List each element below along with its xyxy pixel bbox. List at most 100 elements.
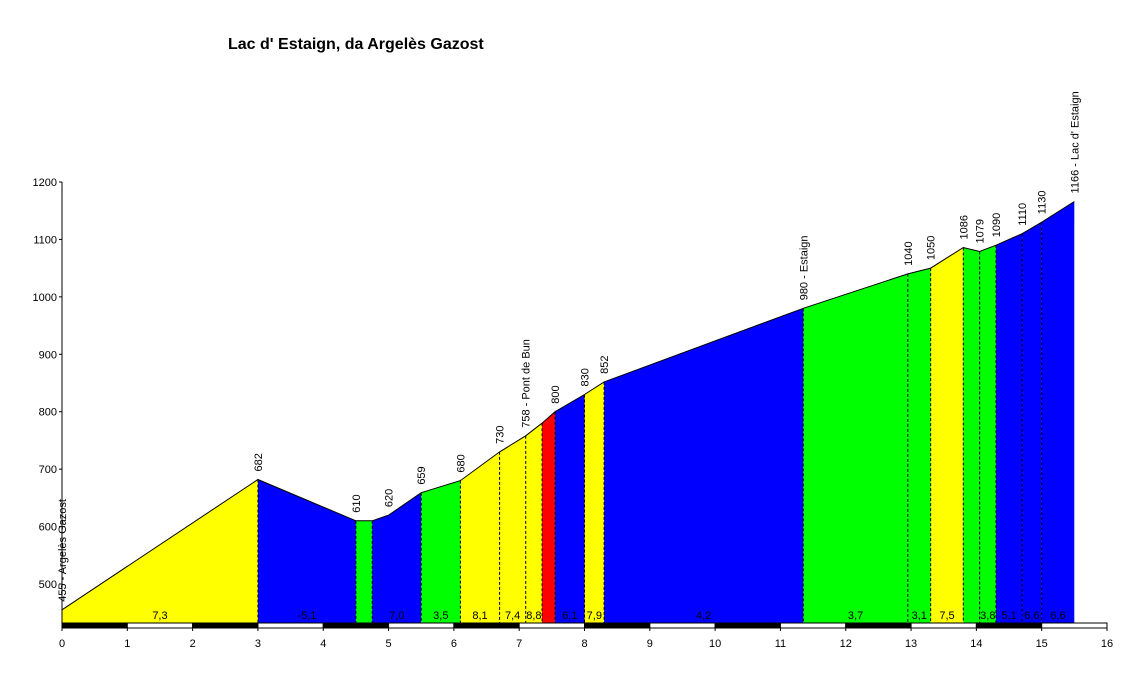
x-distance-block [910,622,977,629]
x-tick-label: 2 [190,638,196,650]
gradient-label: 8,8 [526,610,541,622]
gradient-label: 5,1 [1001,610,1016,622]
x-distance-block [257,622,324,629]
point-label: 1079 [975,219,987,243]
segment-area [460,451,500,623]
y-tick-label: 1200 [33,177,57,189]
segment-area [930,247,964,623]
x-tick-label: 12 [840,638,852,650]
x-tick-label: 0 [59,638,65,650]
segment-area [542,411,556,623]
point-labels: 455 - Argelès Gazost 682 610 620 659 680 730 75… [57,91,1081,602]
segment-area [499,435,526,623]
x-tick-label: 1 [124,638,130,650]
y-tick-label: 1100 [33,234,57,246]
x-distance-block [61,622,128,629]
gradient-labels: 7,3 -5,1 7,0 3,5 8,1 7,4 8,8 6,1 7,9 4,2 3,7 3,1 7,5… [152,610,1065,622]
x-distance-block [126,622,194,629]
y-tick-label: 900 [39,349,57,361]
segment-area [555,394,585,623]
gradient-label: 3,1 [912,610,927,622]
gradient-label: 6,6 [1050,610,1065,622]
point-label: 1090 [991,213,1003,237]
gradient-label: 8,1 [472,610,487,622]
point-label: 1086 [958,215,970,239]
segment-area [584,381,605,623]
segment-area [963,247,980,623]
gradient-label: 7,5 [939,610,954,622]
point-label: 620 [384,489,396,507]
x-distance-block [649,622,716,629]
x-distance-block [714,622,781,629]
x-distance-block [1041,622,1108,629]
point-label: 659 [416,466,428,484]
x-distance-block [779,622,847,629]
gradient-label: 7,9 [587,610,602,622]
point-label: 1050 [926,236,938,260]
point-label: 852 [599,356,611,374]
segment-fills [62,201,1075,623]
segment-area [355,520,373,623]
y-tick-label: 1000 [33,292,57,304]
x-distance-block [845,622,912,629]
segment-area [1041,201,1075,623]
x-tick-label: 5 [386,638,392,650]
segment-area [1022,222,1042,623]
x-tick-label: 13 [905,638,917,650]
gradient-label: 7,4 [505,610,520,622]
segment-area [421,480,461,623]
x-tick-label: 4 [320,638,326,650]
segment-dividers [257,222,1043,623]
segment-area [803,273,908,623]
x-distance-block [192,622,259,629]
x-tick-label: 11 [775,638,786,650]
x-tick-label: 16 [1101,638,1113,650]
x-distance-block [584,622,651,629]
x-tick-label: 3 [255,638,261,650]
segment-area [372,492,422,623]
point-label: 455 - Argelès Gazost [57,499,69,602]
profile-outline [61,201,1075,611]
point-label: 1040 [903,241,915,265]
segment-area [907,268,931,623]
segment-area [979,245,996,623]
x-tick-label: 9 [647,638,653,650]
x-distance-block [518,622,585,629]
point-label: 610 [351,494,363,512]
x-distance-block [453,622,520,629]
x-tick-label: 15 [1036,638,1048,650]
x-tick-label: 10 [709,638,721,650]
segment-area [525,423,542,623]
gradient-label: -5,1 [297,610,316,622]
x-tick-label: 8 [581,638,587,650]
y-tick-label: 700 [39,464,57,476]
x-tick-label: 6 [451,638,457,650]
point-label: 1166 - Lac d' Estaign [1069,91,1081,193]
point-label: 730 [495,426,507,444]
segment-area [604,308,804,623]
gradient-label: 4,2 [696,610,711,622]
gradient-label: 7,3 [152,610,167,622]
gradient-label: 3,5 [433,610,448,622]
point-label: 682 [253,453,265,471]
segment-area [257,479,356,623]
gradient-label: 3,8 [980,610,995,622]
point-label: 980 - Estaign [798,235,810,300]
gradient-label: 3,7 [848,610,863,622]
y-tick-label: 800 [39,407,57,419]
x-distance-block [322,622,390,629]
segment-area [996,233,1023,623]
point-label: 1130 [1037,191,1049,215]
x-tick-label: 7 [516,638,522,650]
point-label: 800 [550,385,562,403]
x-distance-block [975,622,1043,629]
point-label: 680 [455,454,467,472]
point-label: 1110 [1017,203,1029,226]
chart-title: Lac d' Estaign, da Argelès Gazost [228,36,484,53]
x-tick-label: 14 [970,638,982,650]
y-tick-label: 600 [39,522,57,534]
x-distance-block [388,622,455,629]
y-tick-label: 500 [39,579,57,591]
